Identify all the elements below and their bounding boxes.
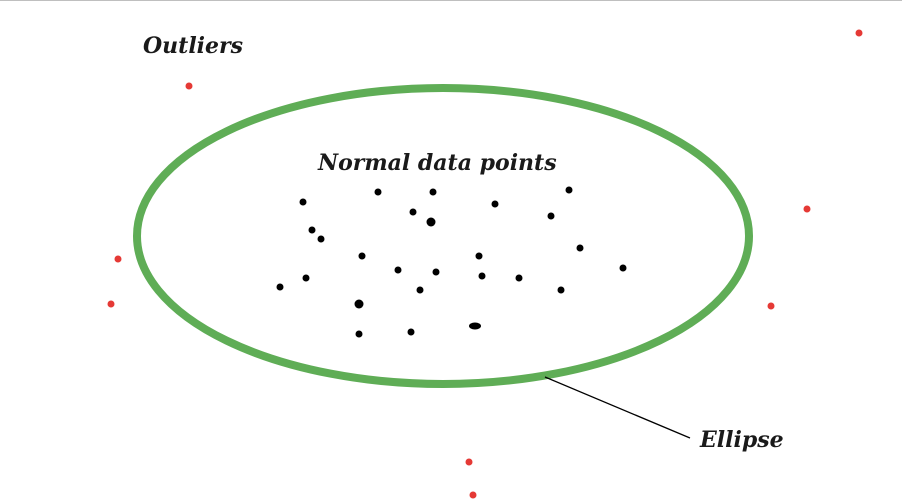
outlier-point	[465, 458, 473, 466]
normal-point	[302, 274, 310, 282]
normal-point	[547, 212, 555, 220]
normal-point	[407, 328, 415, 336]
ellipse-label: Ellipse	[699, 427, 784, 453]
normal-point	[409, 208, 417, 216]
outlier-points-group	[107, 29, 863, 499]
normal-point	[358, 252, 366, 260]
normal-point	[276, 283, 284, 291]
outlier-point	[767, 302, 775, 310]
normal-point	[619, 264, 627, 272]
normal-point	[394, 266, 402, 274]
ellipse-pointer-line	[544, 376, 691, 439]
normal-points-label: Normal data points	[317, 150, 557, 176]
ellipse-boundary	[133, 84, 753, 388]
normal-point	[491, 200, 499, 208]
outliers-label: Outliers	[143, 33, 243, 59]
normal-point	[426, 217, 436, 227]
normal-points-group	[276, 186, 627, 338]
normal-point	[308, 226, 316, 234]
normal-point	[374, 188, 382, 196]
outlier-point	[114, 255, 122, 263]
normal-point	[317, 235, 325, 243]
normal-point	[429, 188, 437, 196]
normal-point	[478, 272, 486, 280]
normal-point	[354, 299, 364, 309]
normal-point	[469, 322, 481, 330]
normal-point	[576, 244, 584, 252]
normal-point	[355, 330, 363, 338]
normal-point	[515, 274, 523, 282]
normal-point	[565, 186, 573, 194]
outlier-point	[469, 491, 477, 499]
normal-point	[557, 286, 565, 294]
outlier-point	[855, 29, 863, 37]
normal-point	[432, 268, 440, 276]
outlier-point	[107, 300, 115, 308]
normal-point	[475, 252, 483, 260]
outlier-point	[803, 205, 811, 213]
normal-point	[299, 198, 307, 206]
normal-point	[416, 286, 424, 294]
outlier-point	[185, 82, 193, 90]
